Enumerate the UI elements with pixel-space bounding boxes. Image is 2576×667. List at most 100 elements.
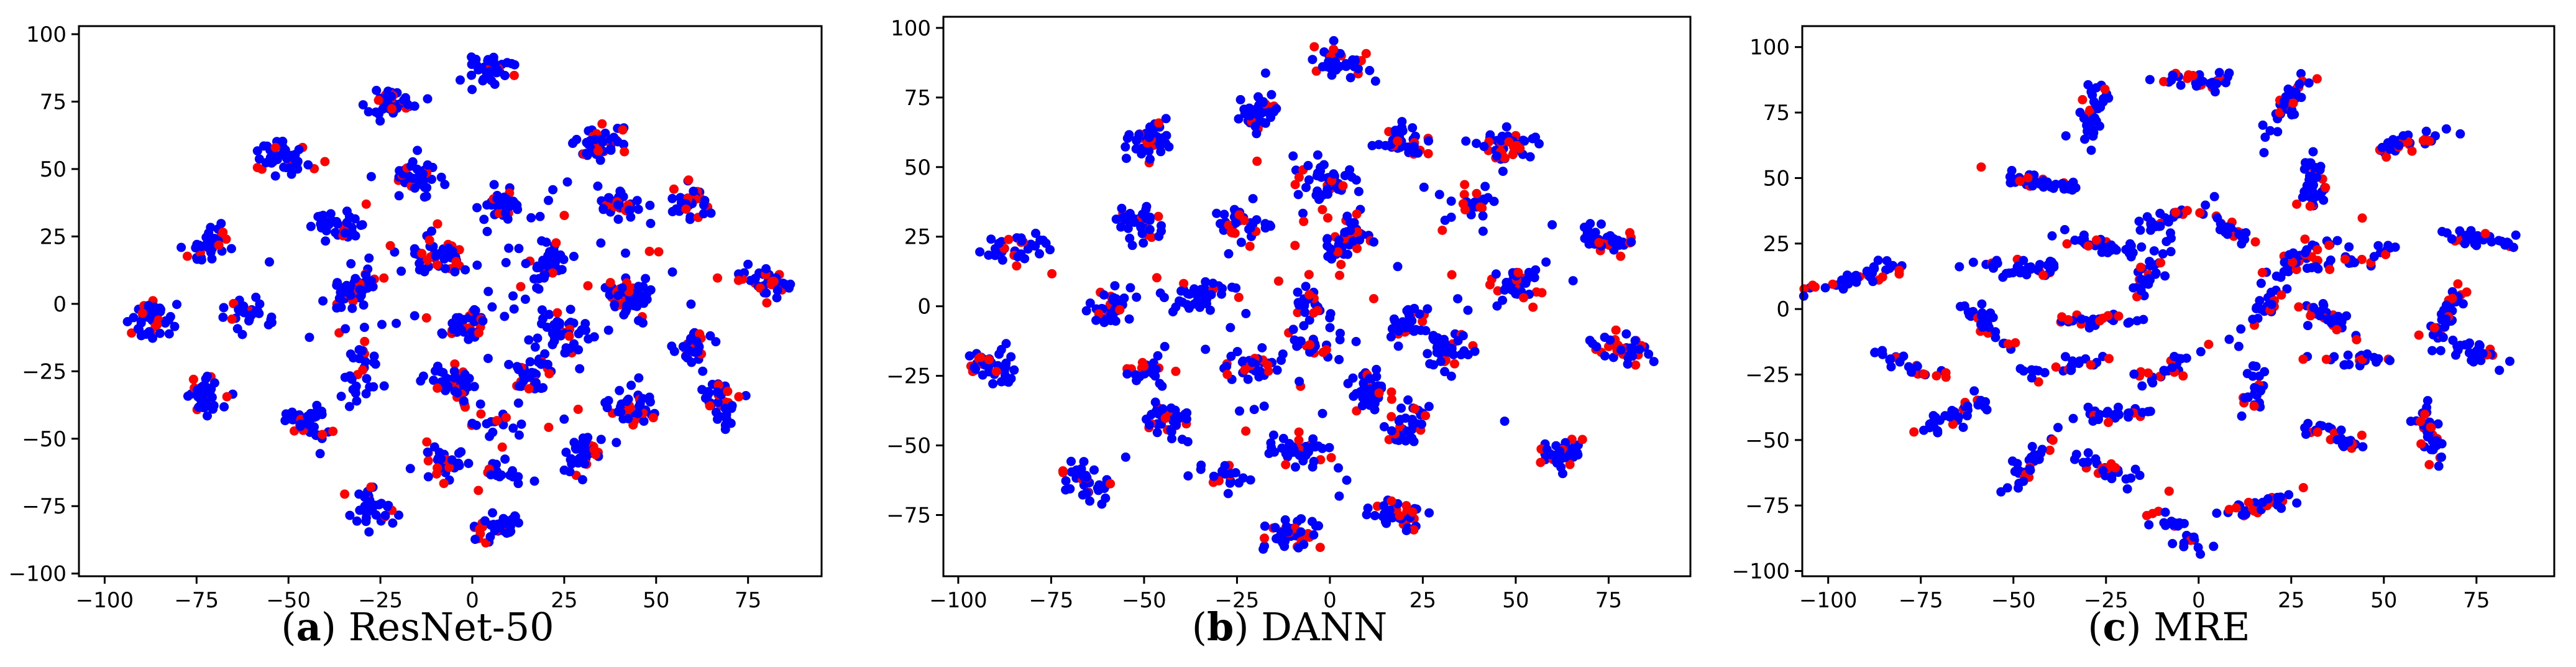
panel-c-point-c25 — [2242, 369, 2252, 379]
panel-b-point-c32 — [1461, 136, 1471, 146]
panel-b-point-c32 — [1295, 377, 1304, 387]
panel-a-point-c22 — [450, 359, 460, 369]
panel-b-point-c29 — [1058, 466, 1068, 476]
panel-b-point-c1 — [1137, 149, 1147, 159]
panel-a-point-c7 — [613, 214, 623, 224]
panel-b-point-c13 — [1085, 298, 1095, 308]
panel-b-point-c12 — [1184, 303, 1194, 313]
panel-c-point-c10 — [1849, 272, 1859, 282]
panel-c-point-c16 — [2057, 312, 2067, 322]
panel-b-point-c20 — [1436, 335, 1446, 345]
panel-c-point-c3 — [2441, 124, 2451, 134]
panel-a-point-c34 — [392, 318, 401, 328]
panel-b-point-c31 — [1260, 533, 1269, 543]
panel-a-point-c1 — [423, 94, 433, 104]
panel-b-point-c1 — [1156, 147, 1166, 157]
panel-a-point-c19 — [693, 347, 703, 357]
panel-b-point-c9 — [1333, 247, 1343, 257]
panel-a-point-c26 — [711, 407, 721, 417]
panel-c-point-c4 — [2028, 181, 2038, 191]
panel-a-ytick-label: −50 — [22, 427, 66, 452]
panel-a-point-c31 — [495, 472, 505, 482]
panel-c-point-c32 — [2276, 492, 2286, 502]
panel-c-point-c12 — [2129, 283, 2138, 293]
panel-c-point-c6 — [2062, 239, 2072, 249]
panel-c-point-c17 — [2236, 324, 2246, 334]
panel-b-xtick-label: −50 — [1122, 588, 1167, 613]
panel-c-point-c9 — [2480, 229, 2490, 239]
panel-b-point-c10 — [986, 234, 996, 244]
panel-c-point-c14 — [2373, 241, 2383, 251]
panel-b-point-c25 — [1424, 402, 1434, 412]
panel-c-point-c8 — [2225, 223, 2235, 232]
panel-b-point-c3 — [1424, 136, 1434, 146]
panel-c-point-c27 — [2114, 410, 2124, 420]
panel-b-point-c14 — [1293, 287, 1303, 297]
panel-a-point-c34 — [484, 287, 493, 297]
panel-a-point-c16 — [144, 301, 154, 310]
panel-a-point-c15 — [734, 269, 743, 279]
panel-b-point-c5 — [1294, 172, 1304, 182]
panel-a-point-c32 — [383, 502, 392, 512]
panel-b-point-c7 — [1116, 222, 1126, 232]
panel-a-point-c19 — [705, 331, 715, 341]
panel-b-point-c32 — [1313, 150, 1322, 160]
panel-c-points — [1799, 68, 2521, 559]
panel-c-point-c21 — [1907, 367, 1916, 377]
panel-c-point-c3 — [2398, 131, 2408, 140]
panel-c-point-c2 — [2312, 74, 2322, 84]
panel-b-point-c32 — [1298, 208, 1308, 218]
panel-a-point-c34 — [377, 320, 387, 329]
panel-c-point-c10 — [1838, 284, 1848, 294]
panel-c-point-c19 — [2447, 293, 2457, 303]
panel-c-point-c3 — [2418, 136, 2428, 145]
panel-b-point-c21 — [984, 355, 994, 365]
panel-a-point-c19 — [667, 341, 677, 351]
panel-b-point-c22 — [1263, 360, 1273, 370]
panel-c-point-c6 — [2091, 235, 2101, 245]
panel-a-point-c34 — [646, 219, 656, 228]
panel-a-point-c34 — [638, 318, 648, 328]
panel-a-point-c12 — [361, 270, 371, 280]
panel-b-point-c27 — [1565, 459, 1575, 469]
panel-c-point-c26 — [1962, 411, 1972, 421]
panel-b: −100 −75 −50 −25 0 25 50 75−75−50−250255075100 … — [886, 16, 1692, 650]
panel-c-point-c5 — [2306, 172, 2316, 182]
panel-c-point-c13 — [2280, 257, 2290, 267]
panel-b-point-c32 — [1463, 305, 1473, 315]
panel-b-point-c7 — [1117, 203, 1127, 213]
panel-a-point-c27 — [296, 419, 306, 429]
panel-a-point-c23 — [525, 357, 535, 367]
panel-c-point-c21 — [1886, 354, 1895, 364]
panel-b-point-c7 — [1145, 215, 1155, 225]
panel-a-point-c18 — [548, 339, 557, 349]
panel-a-point-c34 — [575, 364, 585, 374]
panel-b-point-c24 — [1151, 407, 1161, 416]
panel-c-point-c12 — [2145, 257, 2155, 267]
panel-a-point-c27 — [328, 426, 338, 436]
panel-a-ytick-label: 0 — [53, 292, 66, 317]
panel-b-point-c32 — [1336, 328, 1345, 338]
panel-c-xtick-label: 0 — [2192, 588, 2206, 613]
panel-a-point-c9 — [206, 223, 216, 232]
panel-c-point-c13 — [2279, 267, 2289, 277]
panel-a-point-c29 — [580, 459, 590, 469]
panel-c-point-c26 — [1969, 386, 1979, 396]
panel-c-point-c22 — [2129, 369, 2139, 379]
panel-c-point-c11 — [1989, 263, 1998, 273]
panel-a-point-c11 — [559, 254, 569, 264]
panel-b-xtick-label: −75 — [1029, 588, 1074, 613]
panel-b-point-c30 — [1362, 510, 1372, 520]
panel-b-point-c0 — [1309, 42, 1319, 52]
panel-b-point-c16 — [1524, 267, 1534, 277]
panel-c-point-c28 — [2045, 445, 2055, 455]
panel-b-point-c1 — [1161, 114, 1171, 124]
panel-b-point-c7 — [1121, 212, 1130, 222]
panel-a-point-c20 — [360, 357, 370, 367]
panel-a-point-c18 — [574, 329, 584, 339]
panel-b-point-c6 — [1446, 213, 1456, 222]
panel-a-point-c12 — [379, 273, 389, 283]
panel-a-point-c15 — [772, 293, 782, 303]
panel-a-point-c34 — [654, 247, 664, 257]
panel-b-point-c27 — [1572, 448, 1582, 458]
